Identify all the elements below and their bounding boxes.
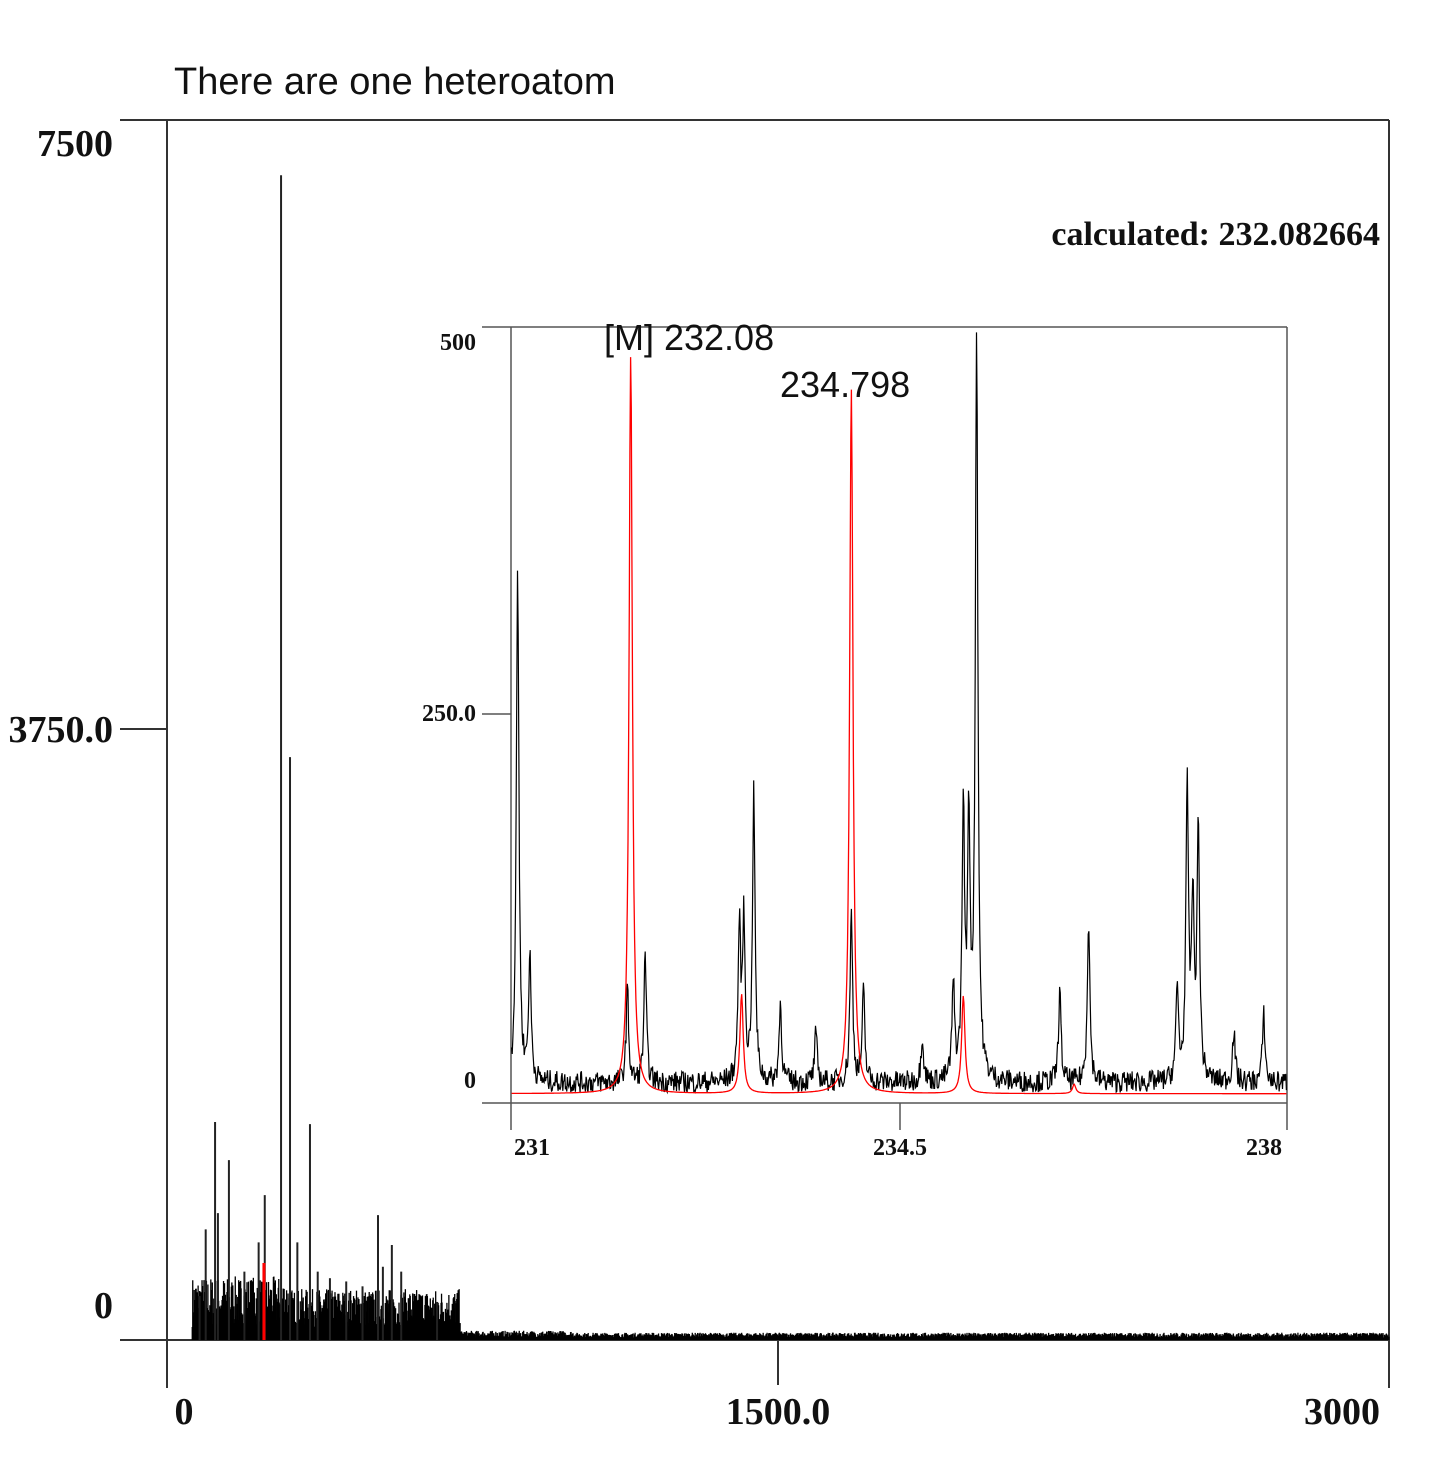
inset-y-tick-label: 250.0 — [422, 701, 476, 727]
inset-y-tick-label: 0 — [464, 1068, 476, 1094]
main-x-tick-label: 0 — [175, 1391, 194, 1433]
inset-annotation-peak: 234.798 — [780, 364, 910, 405]
inset-theoretical-trace — [511, 357, 1287, 1095]
chart-title: There are one heteroatom — [174, 61, 616, 103]
calculated-annotation: calculated: 232.082664 — [1051, 216, 1380, 253]
inset-x-tick-label: 234.5 — [873, 1135, 927, 1161]
inset-x-tick-label: 238 — [1246, 1135, 1282, 1161]
main-y-tick-label: 3750.0 — [9, 709, 114, 751]
main-x-tick-label: 1500.0 — [726, 1391, 831, 1433]
inset-annotation-m: [M] 232.08 — [604, 317, 774, 358]
inset-background — [512, 328, 1286, 1102]
main-spectrum — [191, 175, 1390, 1340]
main-x-tick-label: 3000 — [1304, 1391, 1380, 1433]
inset-axes — [482, 326, 1288, 1130]
inset-x-tick-label: 231 — [514, 1135, 550, 1161]
main-y-tick-label: 0 — [94, 1285, 113, 1327]
inset-y-tick-label: 500 — [440, 330, 476, 356]
main-y-tick-label: 7500 — [37, 123, 113, 165]
